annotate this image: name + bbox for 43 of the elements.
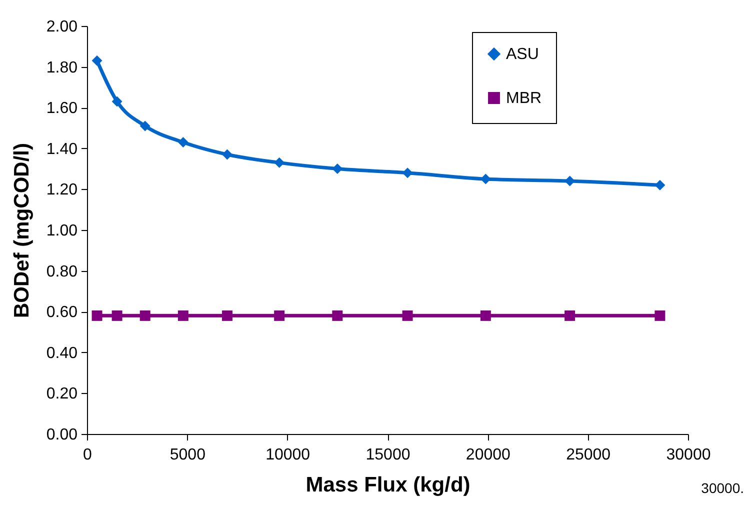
x-tick-label: 25000 [566,446,611,464]
y-tick-label: 0.80 [46,263,78,280]
point [178,310,188,321]
point [222,149,232,160]
y-tick-label: 1.20 [46,182,78,199]
point [274,157,285,168]
y-tick-label: 1.00 [46,222,78,240]
y-axis-title: BODef (mgCOD/l) [10,143,34,318]
point [274,310,285,321]
point [332,164,343,174]
x-tick-label: 30000 [666,446,711,464]
y-tick-label: 1.60 [46,100,78,118]
point [564,310,576,321]
point [332,310,343,321]
point [480,310,491,321]
y-tick-label: 0.20 [46,386,78,403]
y-tick-label: 1.80 [46,59,78,76]
point [222,310,232,321]
point [178,137,188,148]
point [112,310,122,321]
legend-label: ASU [506,46,539,63]
x-tick-label: 20000 [466,446,511,464]
y-tick-label: 0.60 [46,304,78,322]
x-axis-title: Mass Flux (kg/d) [306,474,470,496]
legend-label: MBR [506,90,542,107]
x-tick-label: 5000 [170,446,206,464]
y-tick-label: 0.00 [46,426,78,444]
point [140,310,150,321]
x-tick-label: 0 [83,446,92,464]
point [112,96,122,107]
y-tick-label: 0.40 [46,344,78,362]
point [402,310,413,321]
point [402,168,413,178]
x-tick-label: 10000 [266,446,310,464]
point [654,180,666,190]
text: 30000. [701,480,744,496]
x-tick-label: 15000 [366,446,410,464]
point [92,55,102,66]
y-tick-label: 1.40 [46,140,78,158]
point [654,310,666,321]
point [92,310,102,321]
y-tick-label: 2.00 [46,18,78,36]
point [140,120,150,132]
